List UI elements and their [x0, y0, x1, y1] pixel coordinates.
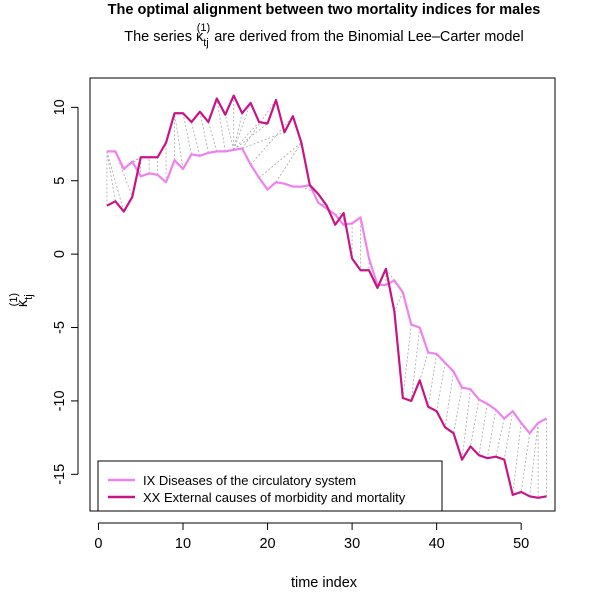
- alignment-line: [427, 353, 438, 407]
- svg-text:κtj(1): κtj(1): [8, 293, 35, 307]
- legend-box: [97, 460, 443, 512]
- alignment-line: [419, 352, 429, 381]
- x-tick-label: 30: [344, 536, 360, 552]
- alignment-line: [233, 121, 260, 151]
- alignment-line: [436, 362, 446, 412]
- alignment-line: [242, 131, 285, 149]
- alignment-line: [512, 422, 522, 495]
- alignment-line: [241, 99, 277, 149]
- alignment-line: [199, 111, 209, 153]
- x-tick-label: 10: [175, 536, 191, 552]
- y-tick-label: 0: [52, 250, 68, 258]
- y-tick-label: -5: [52, 321, 68, 334]
- y-tick-label: 5: [52, 177, 68, 185]
- y-tick-label: 10: [52, 99, 68, 115]
- y-axis-label-kappa: κ: [15, 299, 31, 307]
- alignment-line: [123, 156, 141, 170]
- alignment-line: [335, 212, 344, 215]
- alignment-line: [470, 399, 480, 447]
- alignment-line: [453, 387, 463, 434]
- alignment-line: [275, 142, 302, 183]
- legend: IX Diseases of the circulatory system XX…: [97, 460, 443, 512]
- x-axis: 0 10 20 30 40 50: [94, 522, 529, 552]
- chart-subtitle: The series κtj (1) are derived from the B…: [124, 22, 523, 49]
- alignment-line: [191, 121, 201, 156]
- alignment-line: [301, 186, 319, 195]
- alignment-line: [478, 403, 488, 456]
- subtitle-prefix: The series: [124, 29, 196, 45]
- x-tick-label: 40: [429, 536, 445, 552]
- alignment-line: [182, 113, 192, 155]
- alignment-line: [132, 156, 141, 163]
- x-axis-label: time index: [291, 575, 358, 591]
- y-tick-label: -10: [52, 390, 68, 411]
- series-line-xx: [106, 94, 547, 499]
- alignment-line: [503, 411, 514, 460]
- alignment-line: [216, 98, 226, 152]
- alignment-line: [258, 142, 302, 179]
- alignment-line: [402, 324, 412, 399]
- subtitle-superscript: (1): [197, 22, 210, 34]
- subtitle-kappa: κ: [196, 29, 204, 45]
- chart-title: The optimal alignment between two mortal…: [108, 2, 541, 18]
- subtitle-suffix: are derived from the Binomial Lee–Carter…: [210, 29, 524, 45]
- alignment-line: [250, 115, 294, 165]
- series-lines: [106, 94, 548, 499]
- alignment-line: [520, 433, 531, 492]
- alignment-line: [486, 409, 497, 459]
- alignment-line: [495, 418, 505, 457]
- alignment-line: [207, 121, 218, 152]
- y-axis-label: κtj(1): [8, 293, 35, 307]
- plot-frame: [89, 77, 556, 512]
- x-tick-label: 50: [513, 536, 529, 552]
- alignment-line: [393, 292, 404, 312]
- x-tick-label: 20: [259, 536, 275, 552]
- alignment-line: [233, 102, 252, 151]
- alignment-lines: [106, 95, 547, 498]
- alignment-line: [106, 151, 125, 212]
- y-axis: 10 5 0 -5 -10 -15: [52, 99, 79, 485]
- alignment-line: [529, 422, 539, 497]
- subtitle-subscript: tj: [203, 37, 209, 49]
- y-axis-label-superscript: (1): [8, 293, 20, 306]
- series-line-ix: [106, 147, 548, 435]
- alignment-line: [106, 151, 116, 202]
- alignment-line: [174, 113, 184, 170]
- legend-label-ix: IX Diseases of the circulatory system: [143, 473, 356, 488]
- y-axis-label-subscript: tj: [23, 294, 35, 300]
- alignment-line: [233, 123, 268, 151]
- alignment-line: [224, 114, 235, 151]
- y-tick-label: -15: [52, 464, 68, 485]
- alignment-line: [444, 371, 454, 428]
- x-tick-label: 0: [94, 536, 102, 552]
- legend-label-xx: XX External causes of morbidity and mort…: [143, 490, 406, 505]
- alignment-line: [410, 327, 421, 401]
